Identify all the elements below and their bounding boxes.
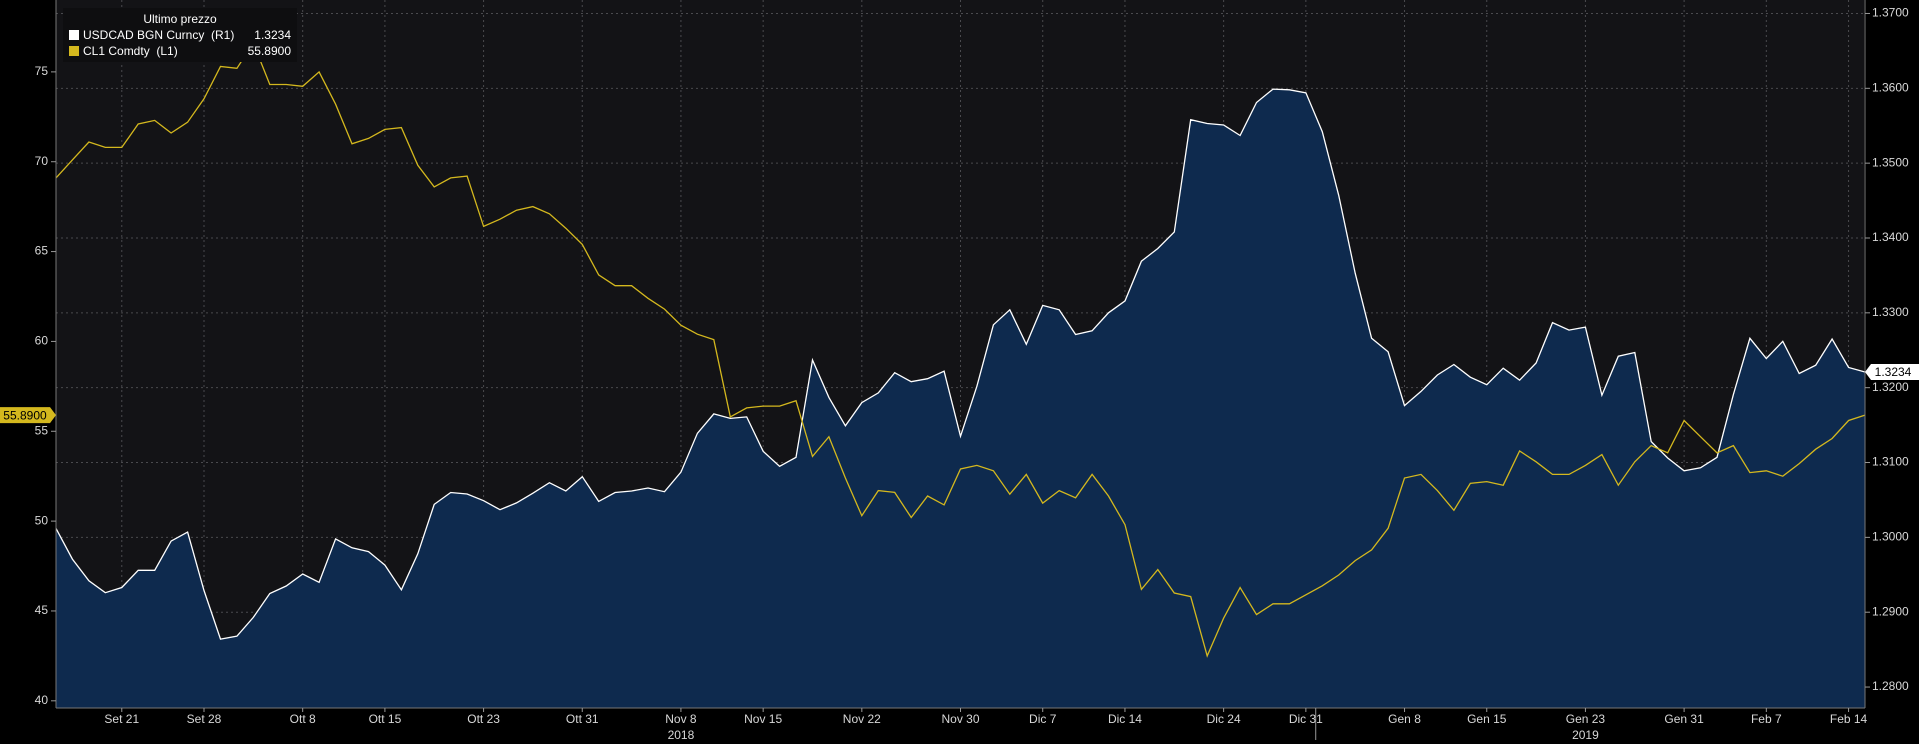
usdcad-last-price-label: 1.3234: [1875, 365, 1912, 379]
right-tick-label: 1.2800: [1872, 679, 1909, 693]
x-tick-label: Nov 30: [941, 712, 979, 726]
usdcad-area: [56, 89, 1865, 709]
legend-item-name: USDCAD BGN Curncy (R1): [83, 28, 235, 42]
right-tick-label: 1.3300: [1872, 305, 1909, 319]
left-tick-label: 65: [35, 244, 49, 258]
x-tick-label: Dic 24: [1207, 712, 1241, 726]
left-axis: 40 45 50 55 60 65 70 75: [35, 64, 56, 707]
x-tick-label: Ott 8: [290, 712, 316, 726]
x-axis: Set 21 Set 28 Ott 8 Ott 15 Ott 23 Ott 31 Nov 8…: [104, 708, 1868, 726]
cl1-line: [55, 41, 1866, 658]
x-tick-label: Ott 31: [566, 712, 599, 726]
x-tick-label: Nov 15: [744, 712, 782, 726]
left-tick-label: 60: [35, 334, 49, 348]
x-tick-label: Ott 15: [369, 712, 402, 726]
right-tick-label: 1.3000: [1872, 530, 1909, 544]
cl1-last-price-label: 55.8900: [3, 408, 47, 422]
right-tick-label: 1.3400: [1872, 230, 1909, 244]
x-tick-label: Gen 8: [1388, 712, 1421, 726]
legend-item-name: CL1 Comdty (L1): [83, 44, 178, 58]
x-tick-label: Dic 7: [1029, 712, 1057, 726]
year-label: 2018: [668, 728, 695, 742]
right-tick-label: 1.3200: [1872, 380, 1909, 394]
x-tick-label: Ott 23: [467, 712, 500, 726]
left-tick-label: 40: [35, 693, 49, 707]
x-tick-label: Nov 22: [843, 712, 881, 726]
cl1-last-price-marker: 55.8900: [0, 407, 56, 424]
x-tick-label: Nov 8: [665, 712, 697, 726]
x-tick-label: Dic 14: [1108, 712, 1142, 726]
legend-item-cl1: CL1 Comdty (L1) 55.8900: [63, 43, 297, 59]
cl1-swatch: [69, 46, 79, 56]
usdcad-swatch: [69, 30, 79, 40]
legend-item-usdcad: USDCAD BGN Curncy (R1) 1.3234: [63, 27, 297, 43]
x-tick-label: Set 21: [104, 712, 139, 726]
x-tick-label: Feb 7: [1751, 712, 1782, 726]
right-tick-label: 1.2900: [1872, 604, 1909, 618]
x-tick-label: Gen 31: [1664, 712, 1704, 726]
x-tick-label: Gen 23: [1566, 712, 1606, 726]
right-tick-label: 1.3600: [1872, 80, 1909, 94]
usdcad-line: [55, 88, 1866, 640]
legend-item-value: 55.8900: [247, 44, 291, 58]
legend-item-value: 1.3234: [254, 28, 291, 42]
right-axis: 1.2800 1.2900 1.3000 1.3100 1.3200 1.3300 1.34…: [1865, 6, 1909, 693]
year-axis: 2018 2019: [668, 708, 1599, 742]
left-tick-label: 75: [35, 64, 49, 78]
x-tick-label: Dic 31: [1289, 712, 1323, 726]
usdcad-last-price-marker: 1.3234: [1865, 363, 1919, 380]
legend-header: Ultimo prezzo: [143, 12, 217, 26]
right-tick-label: 1.3500: [1872, 155, 1909, 169]
x-tick-label: Set 28: [187, 712, 222, 726]
left-tick-label: 50: [35, 513, 49, 527]
x-tick-label: Gen 15: [1467, 712, 1507, 726]
left-tick-label: 70: [35, 154, 49, 168]
right-tick-label: 1.3700: [1872, 6, 1909, 20]
legend: Ultimo prezzo USDCAD BGN Curncy (R1) 1.3…: [63, 8, 297, 62]
x-tick-label: Feb 14: [1830, 712, 1868, 726]
left-tick-label: 45: [35, 603, 49, 617]
left-tick-label: 55: [35, 423, 49, 437]
year-label: 2019: [1572, 728, 1599, 742]
right-tick-label: 1.3100: [1872, 455, 1909, 469]
